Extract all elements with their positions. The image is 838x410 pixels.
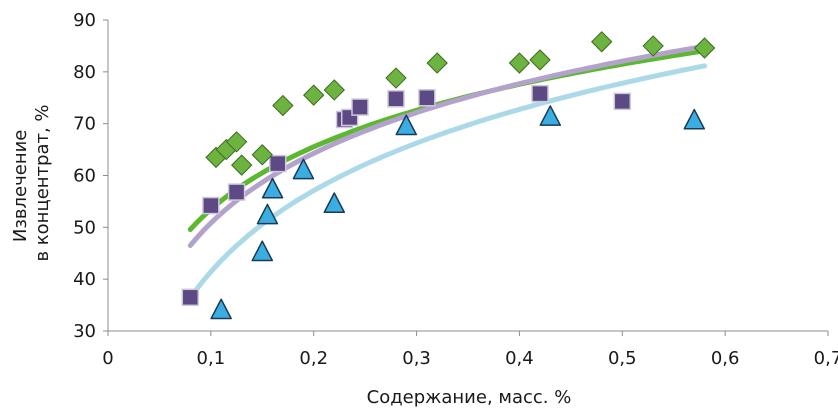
y-tick-label: 30 xyxy=(73,321,96,342)
y-tick-label: 50 xyxy=(73,217,96,238)
data-point-diamond xyxy=(303,84,325,106)
x-tick-label: 0,4 xyxy=(505,348,534,369)
x-tick-label: 0,6 xyxy=(711,348,740,369)
data-point-diamond xyxy=(529,49,551,71)
data-point-triangle xyxy=(323,192,346,214)
data-point-diamond xyxy=(272,94,294,117)
data-point-square xyxy=(227,183,246,201)
data-point-square xyxy=(202,196,220,215)
data-point-diamond xyxy=(231,154,253,176)
data-point-triangle xyxy=(256,203,279,225)
x-tick-label: 0,2 xyxy=(299,348,328,369)
x-tick-label: 0,5 xyxy=(608,348,637,369)
data-point-diamond xyxy=(642,35,664,57)
data-point-diamond xyxy=(251,144,273,166)
data-point-square xyxy=(387,90,405,108)
data-point-triangle xyxy=(395,114,418,136)
data-point-triangle xyxy=(292,158,315,180)
data-point-triangle xyxy=(210,298,232,320)
data-point-diamond xyxy=(426,52,448,74)
y-tick-label: 40 xyxy=(73,269,96,290)
y-axis-label: Извлечение в концентрат, % xyxy=(10,104,53,261)
data-point-square xyxy=(418,89,436,107)
data-point-diamond xyxy=(693,37,716,59)
data-point-square xyxy=(613,92,632,111)
y-axis-label-line1: Извлечение xyxy=(10,130,31,242)
data-point-square xyxy=(531,84,549,103)
x-tick-label: 0,7 xyxy=(814,348,838,369)
trend-line-1 xyxy=(187,48,708,232)
y-ticks: 30 40 50 60 70 80 90 xyxy=(73,10,108,342)
data-point-triangle xyxy=(261,177,284,199)
data-point-diamond xyxy=(508,52,531,74)
data-point-diamond xyxy=(225,131,248,153)
data-point-triangle xyxy=(251,240,274,262)
trend-line-2 xyxy=(187,43,708,248)
y-tick-label: 60 xyxy=(73,166,96,187)
y-tick-label: 80 xyxy=(73,62,96,83)
data-point-square xyxy=(351,98,369,116)
data-point-diamond xyxy=(591,31,613,53)
data-point-diamond xyxy=(385,67,407,89)
data-point-triangle xyxy=(539,105,562,126)
y-tick-label: 90 xyxy=(73,10,96,31)
data-point-diamond xyxy=(323,79,345,101)
x-ticks: 0 0,1 0,2 0,3 0,4 0,5 0,6 0,7 xyxy=(102,331,838,369)
data-point-triangle xyxy=(683,108,706,130)
y-tick-label: 70 xyxy=(73,114,96,135)
y-axis-label-line2: в концентрат, % xyxy=(32,104,53,261)
x-tick-label: 0 xyxy=(102,348,113,369)
x-axis-label: Содержание, масс. % xyxy=(367,387,572,408)
data-point-square xyxy=(181,288,200,307)
trend-line-3 xyxy=(187,63,708,301)
x-tick-label: 0,3 xyxy=(402,348,431,369)
data-markers xyxy=(181,31,716,320)
data-point-square xyxy=(268,154,287,173)
x-tick-label: 0,1 xyxy=(197,348,226,369)
axes xyxy=(107,20,828,332)
